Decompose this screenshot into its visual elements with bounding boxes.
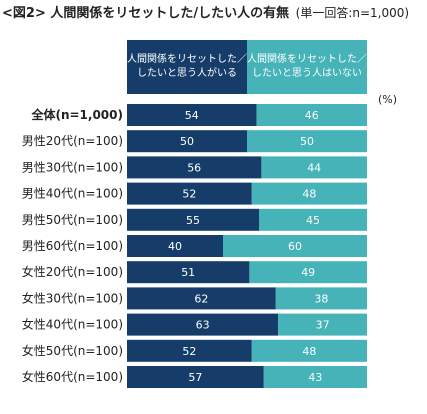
chart-subtitle: (単一回答:n=1,000): [296, 5, 409, 20]
data-label: 54: [185, 109, 199, 122]
bar-segment-1: [127, 182, 252, 205]
data-label: 55: [186, 214, 200, 227]
bar-segment-1: [127, 130, 247, 153]
bar-segment-2: [263, 366, 367, 388]
data-label: 37: [316, 319, 330, 332]
bar-segment-2: [247, 130, 367, 153]
data-label: 57: [188, 371, 202, 384]
data-label: 38: [314, 292, 328, 305]
data-label: 49: [301, 266, 315, 279]
category-label: 女性40代(n=100): [22, 317, 123, 332]
legend-swatch-1: [127, 40, 247, 94]
category-label: 女性20代(n=100): [22, 264, 123, 279]
bar-segment-1: [127, 366, 264, 388]
bar-segment-1: [127, 313, 279, 336]
data-label: 52: [182, 188, 196, 201]
data-label: 63: [196, 319, 210, 332]
legend-label-1: したいと思う人がいる: [137, 66, 237, 79]
data-label: 56: [187, 161, 201, 174]
data-label: 50: [180, 135, 194, 148]
category-label: 男性20代(n=100): [22, 134, 123, 148]
data-label: 52: [182, 345, 196, 358]
chart-title: <図2> 人間関係をリセットした/したい人の有無 (単一回答:n=1,000): [2, 5, 409, 21]
data-label: 43: [308, 371, 322, 384]
bar-segment-2: [278, 313, 367, 336]
bar-segment-1: [127, 235, 223, 257]
bar-segment-1: [127, 104, 257, 126]
data-label: 50: [300, 135, 314, 148]
data-label: 48: [302, 188, 316, 201]
bar-segment-2: [249, 261, 367, 284]
category-label: 女性50代(n=100): [22, 343, 123, 358]
bar-segment-1: [127, 339, 252, 362]
bar-segment-2: [251, 339, 367, 362]
bar-segment-2: [275, 287, 367, 310]
category-label: 男性50代(n=100): [22, 213, 123, 227]
bar-segment-1: [127, 156, 262, 179]
bar-segment-1: [127, 261, 250, 284]
bar-segment-2: [261, 156, 367, 179]
category-label: 女性30代(n=100): [22, 290, 123, 305]
category-label: 男性40代(n=100): [22, 187, 123, 201]
legend: 人間関係をリセットした／したいと思う人がいる人間関係をリセットした／したいと思う…: [127, 40, 367, 94]
bar-area: 54 46 50 50 56 44 52 48 55 45 40 60 51 49 62 38 63 37 52 48…: [127, 104, 367, 388]
category-label: 女性60代(n=100): [22, 369, 123, 384]
data-label: 62: [194, 292, 208, 305]
data-label: 51: [181, 266, 195, 279]
bar-segment-1: [127, 208, 259, 231]
legend-label-1: 人間関係をリセットした／: [127, 53, 247, 65]
legend-label-2: 人間関係をリセットした／: [247, 53, 367, 65]
category-label: 全体(n=1,000): [30, 107, 123, 122]
bar-segment-2: [251, 182, 367, 205]
bar-segment-1: [127, 287, 276, 310]
legend-swatch-2: [247, 40, 367, 94]
category-labels: 全体(n=1,000) 男性20代(n=100) 男性30代(n=100) 男性40代…: [22, 107, 123, 384]
bar-segment-2: [223, 235, 367, 257]
category-label: 男性30代(n=100): [22, 160, 123, 174]
bar-segment-2: [259, 208, 367, 231]
category-label: 男性60代(n=100): [22, 239, 123, 253]
data-label: 45: [306, 214, 320, 227]
unit-label: (%): [378, 93, 397, 106]
legend-label-2: したいと思う人はいない: [252, 67, 362, 79]
data-label: 60: [288, 240, 302, 253]
chart-title-main: <図2> 人間関係をリセットした/したい人の有無: [2, 5, 289, 21]
bar-segment-2: [256, 104, 367, 126]
data-label: 48: [302, 345, 316, 358]
data-label: 46: [305, 109, 319, 122]
data-label: 40: [168, 240, 182, 253]
data-label: 44: [307, 161, 321, 174]
